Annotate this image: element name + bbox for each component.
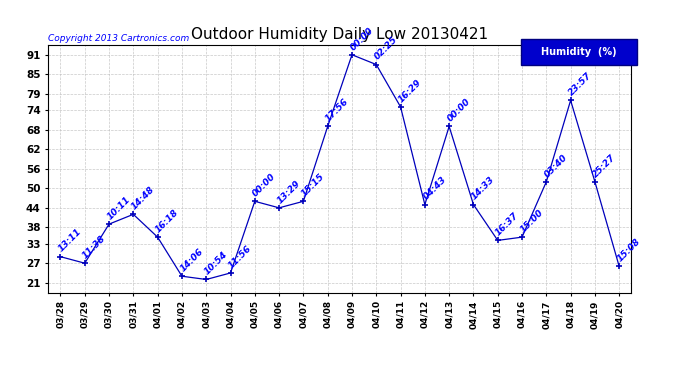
Text: 14:48: 14:48 <box>130 185 157 211</box>
Text: 10:54: 10:54 <box>203 250 229 277</box>
Text: 15:08: 15:08 <box>615 237 642 264</box>
Text: 10:11: 10:11 <box>106 195 132 221</box>
Text: 15:00: 15:00 <box>518 208 545 234</box>
Text: 00:00: 00:00 <box>446 97 472 124</box>
Text: Humidity  (%): Humidity (%) <box>541 47 617 57</box>
Text: 14:06: 14:06 <box>178 247 205 273</box>
Text: Copyright 2013 Cartronics.com: Copyright 2013 Cartronics.com <box>48 33 190 42</box>
Text: 13:11: 13:11 <box>57 227 83 254</box>
Text: 13:29: 13:29 <box>275 178 302 205</box>
Title: Outdoor Humidity Daily Low 20130421: Outdoor Humidity Daily Low 20130421 <box>191 27 489 42</box>
Text: 23:57: 23:57 <box>567 71 593 98</box>
Text: 15:15: 15:15 <box>299 172 326 198</box>
Text: 16:29: 16:29 <box>397 78 424 104</box>
Text: 03:40: 03:40 <box>543 152 569 179</box>
Text: 14:33: 14:33 <box>470 175 497 202</box>
Text: 11:38: 11:38 <box>81 234 108 260</box>
Text: 25:27: 25:27 <box>591 152 618 179</box>
Text: 00:00: 00:00 <box>251 172 278 198</box>
Text: 11:56: 11:56 <box>227 244 253 270</box>
Text: 16:37: 16:37 <box>494 211 521 238</box>
Text: 16:18: 16:18 <box>154 208 181 234</box>
Text: 00:00: 00:00 <box>348 26 375 52</box>
Text: 17:56: 17:56 <box>324 97 351 124</box>
Text: 04:43: 04:43 <box>422 175 448 202</box>
FancyBboxPatch shape <box>520 39 637 65</box>
Text: 02:25: 02:25 <box>373 35 400 62</box>
